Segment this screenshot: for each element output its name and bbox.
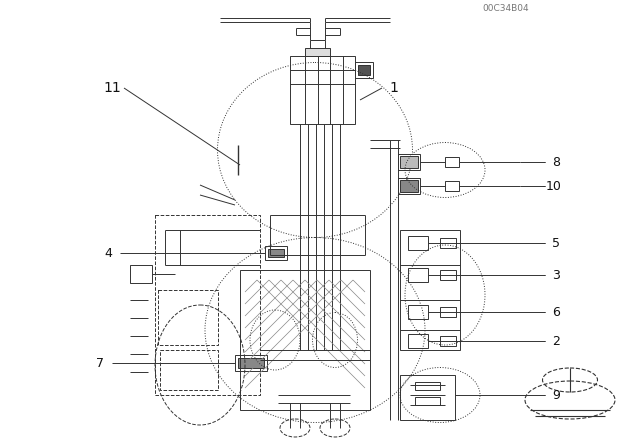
Bar	[240, 270, 370, 410]
Text: 9: 9	[552, 388, 560, 401]
Text: 10: 10	[546, 180, 562, 193]
Bar	[400, 230, 460, 350]
Text: 8: 8	[552, 155, 560, 168]
Bar	[358, 65, 370, 75]
Bar	[355, 62, 373, 78]
Bar	[440, 238, 456, 248]
Bar	[445, 157, 459, 167]
Bar	[398, 154, 420, 170]
Text: 5: 5	[552, 237, 560, 250]
Text: 6: 6	[552, 306, 560, 319]
Bar	[408, 334, 428, 348]
Bar	[235, 355, 267, 371]
Bar	[440, 270, 456, 280]
Bar	[415, 382, 440, 390]
Bar	[440, 336, 456, 346]
Text: 2: 2	[552, 335, 560, 348]
Text: 3: 3	[552, 268, 560, 281]
Bar	[158, 290, 218, 345]
Bar	[445, 181, 459, 191]
Bar	[400, 375, 455, 420]
Bar	[415, 397, 440, 405]
Bar	[408, 305, 428, 319]
Bar	[305, 48, 330, 56]
Bar	[130, 265, 152, 283]
Text: 4: 4	[104, 246, 112, 259]
Bar	[268, 249, 284, 257]
Bar	[265, 246, 287, 260]
Text: 00C34B04: 00C34B04	[483, 4, 529, 13]
Bar	[408, 268, 428, 282]
Bar	[440, 307, 456, 317]
Bar	[408, 236, 428, 250]
Text: 7: 7	[96, 357, 104, 370]
Bar	[155, 215, 260, 395]
Bar	[238, 358, 264, 368]
Bar	[398, 178, 420, 194]
Bar	[400, 156, 418, 168]
Bar	[160, 350, 218, 390]
Text: 11: 11	[103, 81, 121, 95]
Bar	[400, 180, 418, 192]
Bar	[290, 56, 355, 124]
Text: 1: 1	[390, 81, 399, 95]
